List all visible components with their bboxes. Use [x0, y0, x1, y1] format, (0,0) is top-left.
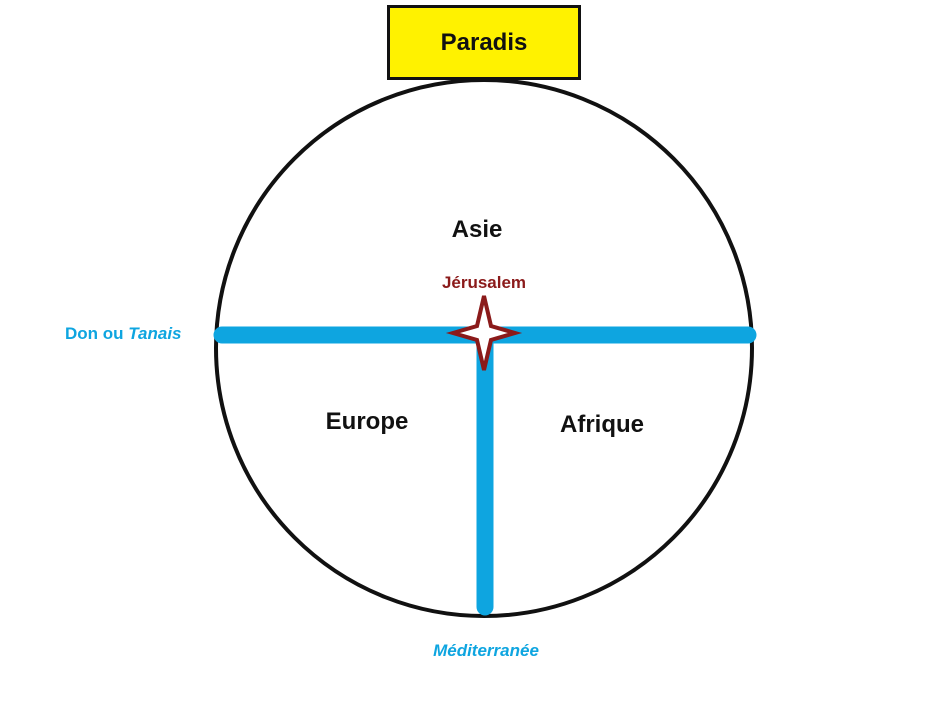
don-label-tanais: Tanais: [128, 324, 182, 343]
continent-europe: Europe: [325, 408, 409, 435]
mediterranee-label: Méditerranée: [433, 641, 539, 660]
don-label-prefix: Don ou: [65, 324, 129, 343]
paradis-box: Paradis: [387, 5, 581, 80]
world-circle: [214, 78, 754, 618]
four-point-star-icon: [445, 295, 523, 371]
continent-asie: Asie: [451, 216, 503, 243]
paradis-label: Paradis: [440, 28, 528, 56]
don-river-label: Don ou Tanais: [65, 324, 182, 344]
jerusalem-label: Jérusalem: [441, 273, 527, 292]
continent-afrique: Afrique: [560, 411, 644, 438]
